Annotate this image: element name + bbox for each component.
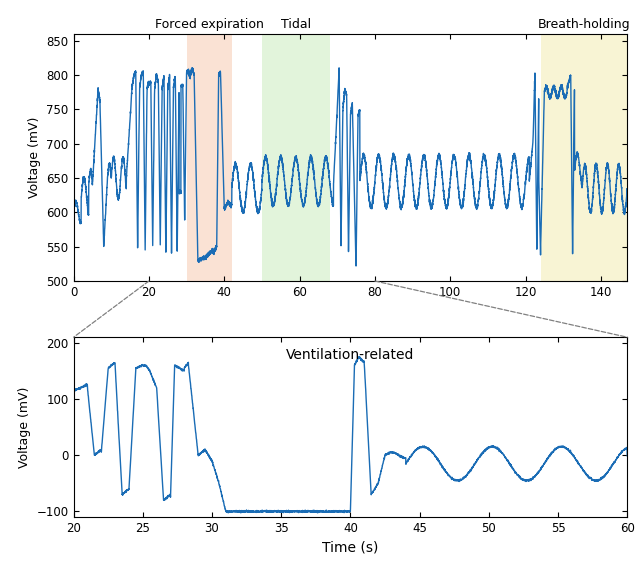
Bar — [541, 34, 627, 281]
Bar — [262, 34, 330, 281]
Text: Ventilation-related: Ventilation-related — [286, 348, 415, 362]
Text: Forced expiration: Forced expiration — [155, 18, 264, 31]
X-axis label: Time (s): Time (s) — [322, 541, 379, 555]
Y-axis label: Voltage (mV): Voltage (mV) — [18, 387, 31, 468]
Text: Breath-holding: Breath-holding — [538, 18, 630, 31]
Text: Tidal: Tidal — [281, 18, 311, 31]
Bar — [187, 34, 232, 281]
Y-axis label: Voltage (mV): Voltage (mV) — [28, 117, 41, 198]
